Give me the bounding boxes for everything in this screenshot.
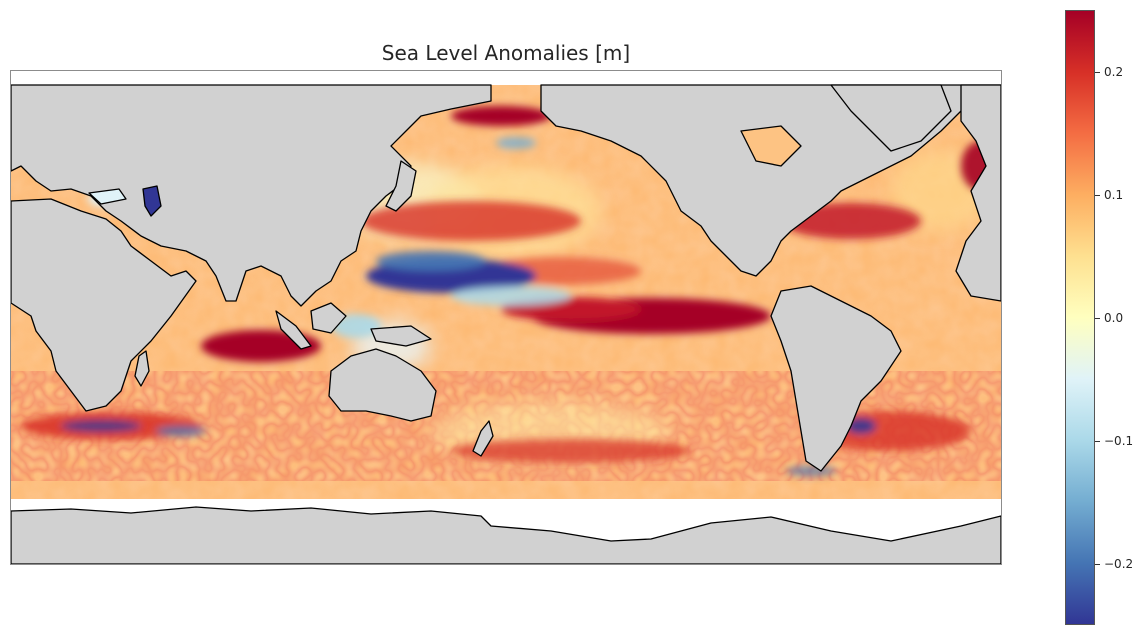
map-canvas xyxy=(11,84,1001,564)
colorbar-tick-label: −0.2 xyxy=(1104,556,1134,571)
south-america xyxy=(770,285,902,472)
colorbar-tick-mark xyxy=(1095,440,1100,442)
western-europe xyxy=(955,84,1001,302)
antarctica xyxy=(11,506,1001,564)
land-masses xyxy=(11,84,1001,564)
colorbar-tick-mark xyxy=(1095,563,1100,565)
japan xyxy=(385,160,417,212)
africa-landmass xyxy=(11,198,197,412)
colorbar-tick-mark xyxy=(1095,317,1100,319)
hudson-bay xyxy=(740,125,802,167)
sumatra xyxy=(275,310,312,350)
colorbar-tick-mark xyxy=(1095,194,1100,196)
colorbar xyxy=(1065,10,1095,625)
colorbar-tick-label: 0.0 xyxy=(1104,310,1124,325)
borneo xyxy=(310,302,347,334)
madagascar xyxy=(134,350,150,387)
greenland xyxy=(830,84,952,152)
colorbar-ticks: 0.2 0.1 0.0 −0.1 −0.2 xyxy=(1095,10,1141,625)
black-sea xyxy=(88,188,127,205)
colorbar-tick-label: 0.2 xyxy=(1104,64,1124,79)
australia xyxy=(328,348,437,422)
colorbar-tick-label: −0.1 xyxy=(1104,433,1134,448)
new-zealand xyxy=(472,420,494,457)
caspian-sea xyxy=(142,185,162,217)
new-guinea xyxy=(370,325,432,347)
map-title: Sea Level Anomalies [m] xyxy=(381,41,631,65)
sea-level-map xyxy=(10,70,1002,565)
colorbar-tick-label: 0.1 xyxy=(1104,187,1124,202)
colorbar-tick-mark xyxy=(1095,71,1100,73)
eurasia-landmass xyxy=(11,84,492,307)
